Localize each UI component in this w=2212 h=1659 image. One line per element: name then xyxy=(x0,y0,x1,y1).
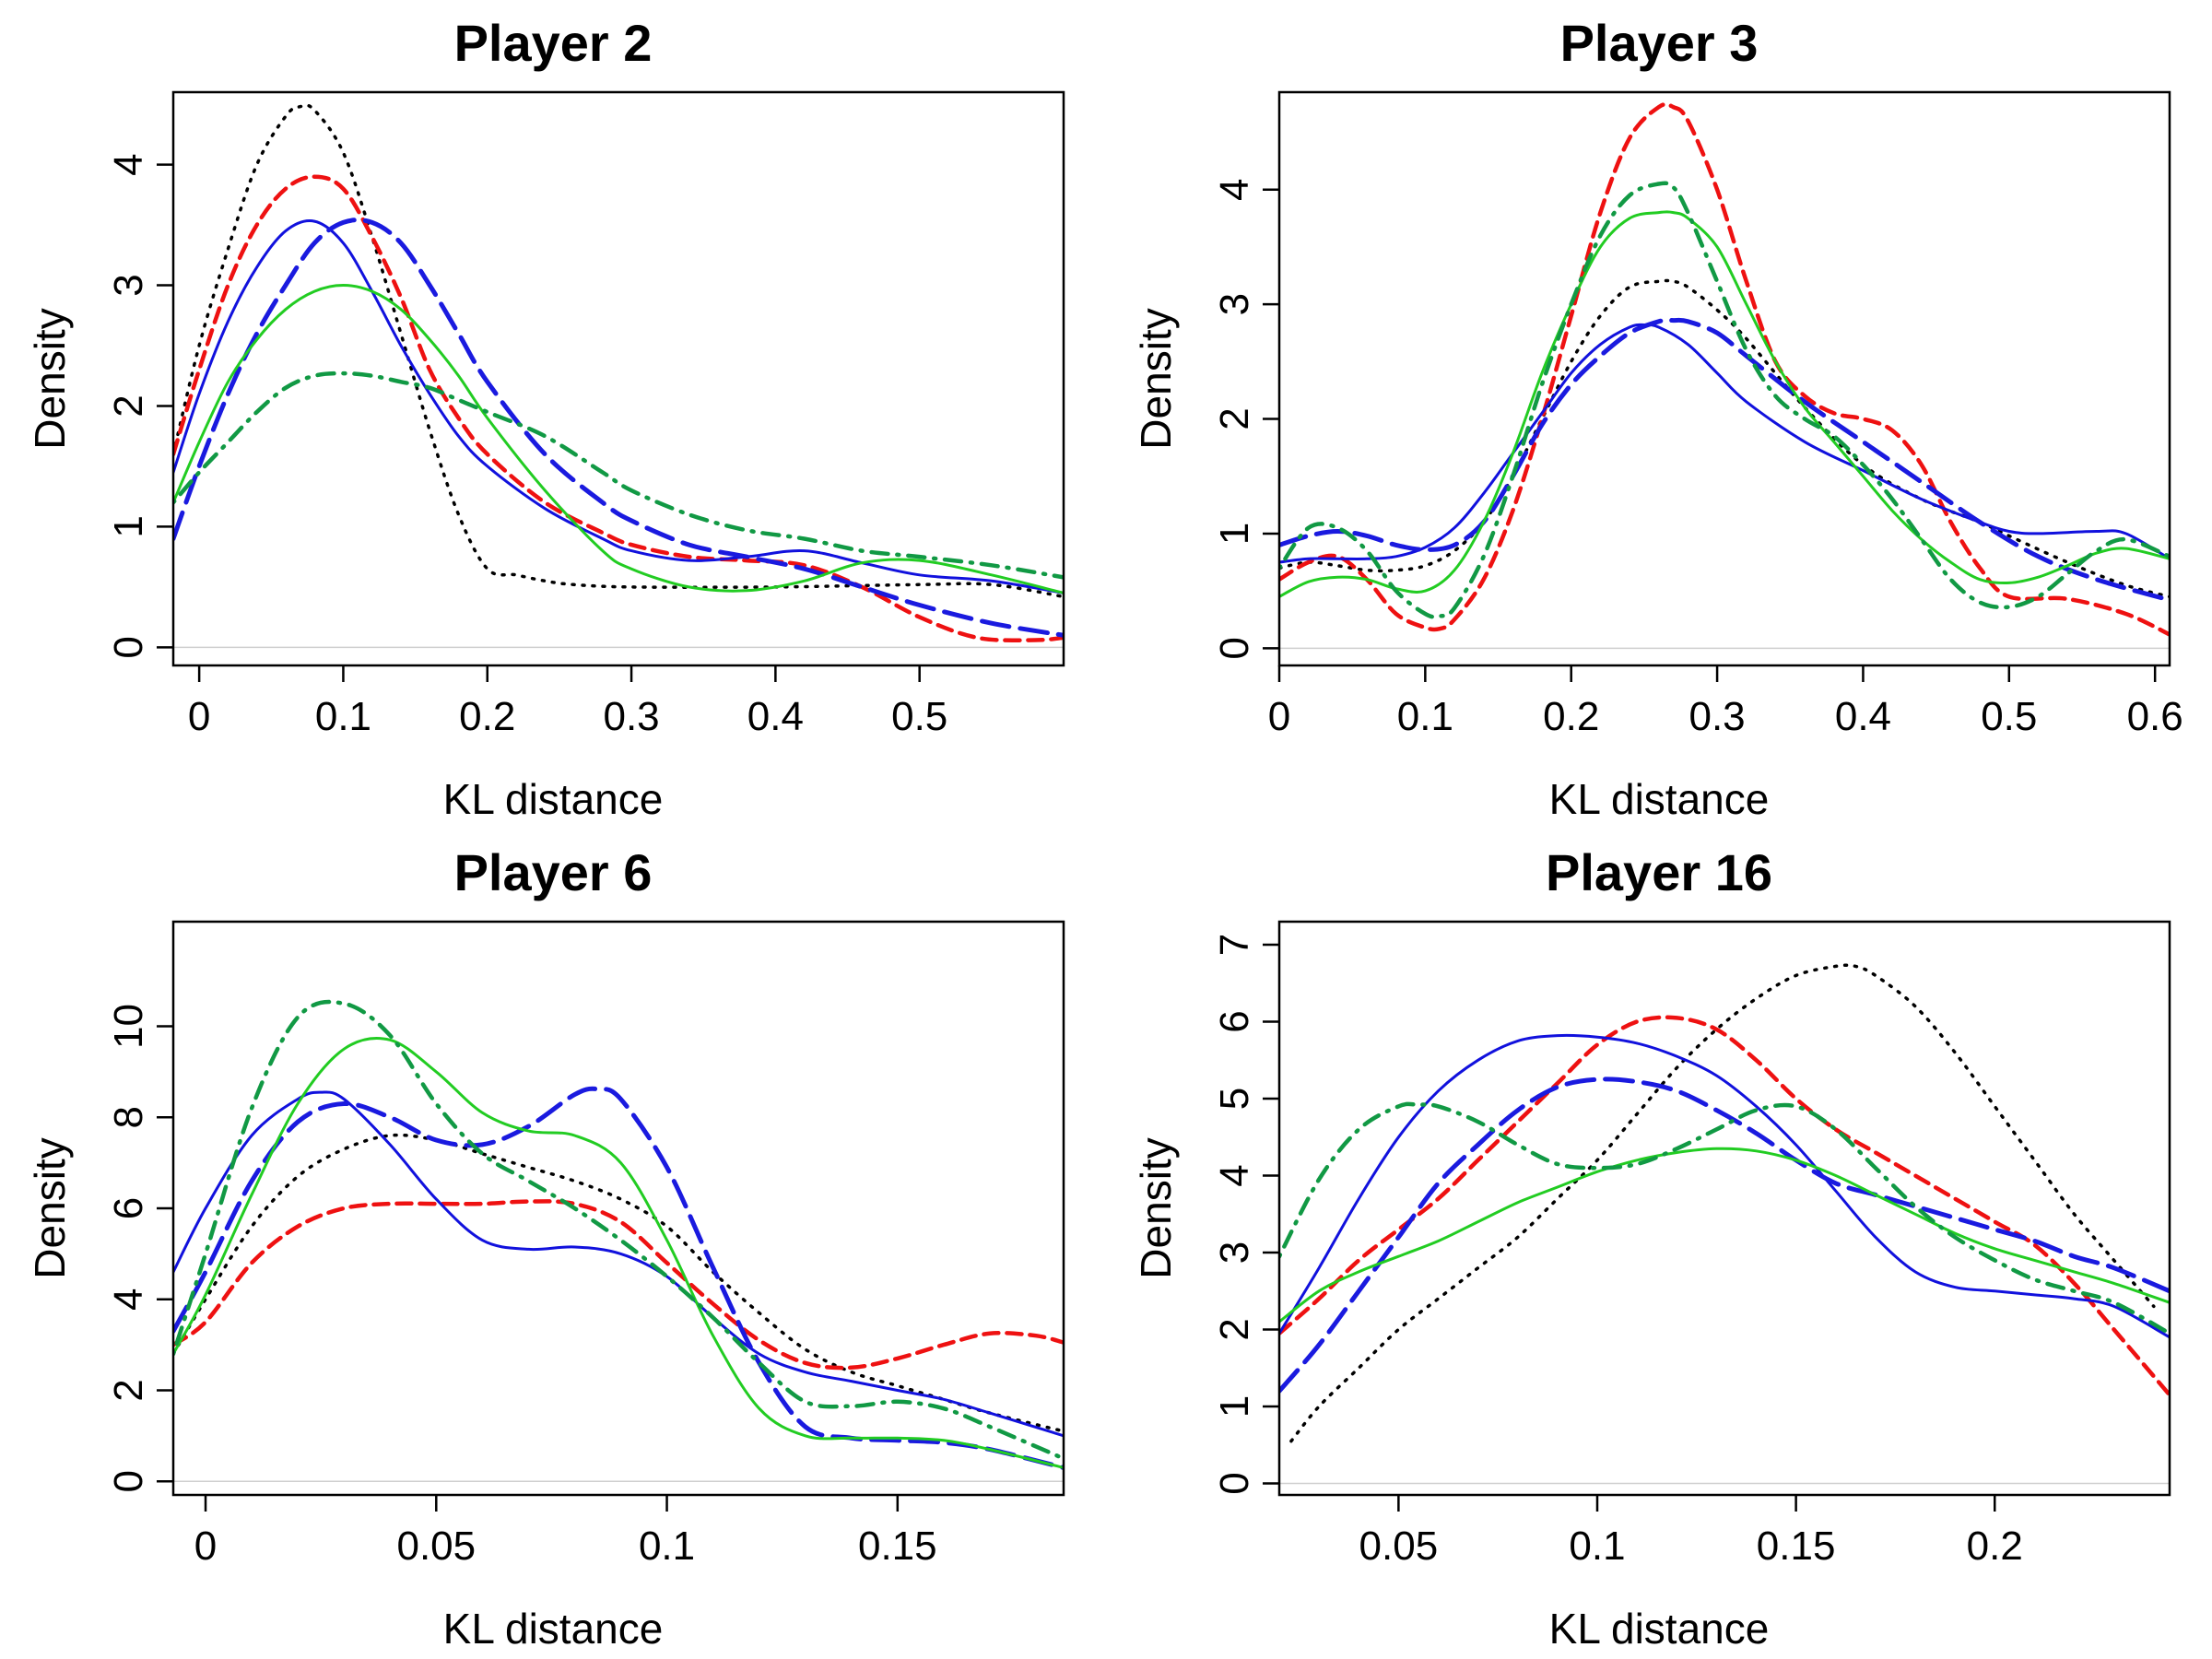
series-line-6 xyxy=(1279,181,2170,619)
y-tick-label: 3 xyxy=(1212,293,1257,315)
plot-player-2: 0 0.1 0.2 0.3 0.4 0.5 0 1 2 3 4 xyxy=(106,90,1065,739)
x-tick-label: 0.6 xyxy=(2127,694,2183,739)
y-tick-label: 4 xyxy=(106,1288,151,1310)
x-tick-label: 0.1 xyxy=(1397,694,1453,739)
x-tick-label: 0.3 xyxy=(603,694,659,739)
x-tick-label: 0.1 xyxy=(639,1524,695,1569)
plot-frame xyxy=(171,90,1065,667)
series-line-5 xyxy=(1279,210,2170,598)
y-axis-label: Density xyxy=(26,1137,74,1279)
x-tick-label: 0.2 xyxy=(1967,1524,2023,1569)
x-tick-label: 0.15 xyxy=(858,1524,937,1569)
y-tick-label: 2 xyxy=(106,394,151,417)
x-tick-label: 0 xyxy=(194,1524,217,1569)
y-tick-label: 6 xyxy=(106,1197,151,1219)
series-line-2 xyxy=(1279,1015,2170,1397)
plot-player-3: 0 0.1 0.2 0.3 0.4 0.5 0.6 0 1 2 3 4 xyxy=(1212,90,2183,739)
y-tick-label: 6 xyxy=(1212,1010,1257,1032)
y-tick-label: 1 xyxy=(1212,1395,1257,1418)
series-line-3 xyxy=(173,1090,1064,1438)
plot-frame xyxy=(1277,920,2171,1497)
series-line-1 xyxy=(1279,278,2170,599)
y-tick-label: 0 xyxy=(1212,1472,1257,1494)
x-axis-label: KL distance xyxy=(1548,775,1770,823)
y-tick-label: 5 xyxy=(1212,1088,1257,1110)
y-axis-label: Density xyxy=(26,308,74,450)
series-line-1 xyxy=(1289,963,2156,1443)
x-axis-label: KL distance xyxy=(442,775,664,823)
plot-player-6: 0 0.05 0.1 0.15 0 2 4 6 8 10 xyxy=(106,920,1065,1569)
x-tick-label: 0.4 xyxy=(747,694,804,739)
x-tick-label: 0.05 xyxy=(396,1524,476,1569)
x-tick-label: 0.2 xyxy=(459,694,515,739)
y-tick-label: 4 xyxy=(1212,178,1257,200)
series-line-6 xyxy=(173,999,1064,1461)
chart-title: Player 16 xyxy=(1546,843,1772,901)
plot-player-16: 0.05 0.1 0.15 0.2 0 1 2 3 4 5 6 7 xyxy=(1212,920,2171,1569)
plot-frame xyxy=(171,920,1065,1497)
x-tick-label: 0.15 xyxy=(1757,1524,1836,1569)
x-tick-label: 0.05 xyxy=(1359,1524,1439,1569)
series-line-4 xyxy=(1279,1077,2170,1394)
series-line-2 xyxy=(173,174,1064,643)
y-tick-label: 2 xyxy=(1212,407,1257,429)
y-tick-label: 0 xyxy=(106,636,151,658)
y-tick-label: 4 xyxy=(106,153,151,175)
y-tick-label: 4 xyxy=(1212,1164,1257,1186)
plot-frame xyxy=(1277,90,2171,667)
series-line-4 xyxy=(173,1086,1064,1470)
y-tick-label: 8 xyxy=(106,1106,151,1128)
series-line-5 xyxy=(173,284,1064,594)
panel-player-3: 0 0.1 0.2 0.3 0.4 0.5 0.6 0 1 2 3 4 Player 3 KL dis… xyxy=(1106,0,2212,830)
y-axis-label: Density xyxy=(1132,1137,1180,1279)
series-line-2 xyxy=(1279,101,2170,637)
x-axis-label: KL distance xyxy=(1548,1605,1770,1653)
y-tick-label: 0 xyxy=(1212,637,1257,659)
series-line-4 xyxy=(1279,317,2170,603)
y-tick-label: 1 xyxy=(1212,523,1257,545)
y-tick-label: 0 xyxy=(106,1470,151,1492)
series-line-2 xyxy=(173,1199,1064,1371)
chart-title: Player 6 xyxy=(453,843,653,901)
panel-player-2: 0 0.1 0.2 0.3 0.4 0.5 0 1 2 3 4 Player 2 KL distan… xyxy=(0,0,1106,830)
y-tick-label: 2 xyxy=(106,1379,151,1401)
x-tick-label: 0 xyxy=(1268,694,1290,739)
chart-title: Player 3 xyxy=(1559,14,1759,72)
y-tick-label: 3 xyxy=(1212,1241,1257,1264)
x-tick-label: 0.4 xyxy=(1835,694,1891,739)
series-line-4 xyxy=(173,218,1064,638)
series-line-5 xyxy=(173,1037,1064,1469)
series-line-3 xyxy=(173,219,1064,594)
series-line-3 xyxy=(1279,323,2170,564)
y-tick-label: 3 xyxy=(106,274,151,296)
panel-player-16: 0.05 0.1 0.15 0.2 0 1 2 3 4 5 6 7 Player 16 KL dist… xyxy=(1106,830,2212,1659)
series-line-3 xyxy=(1279,1033,2170,1339)
y-tick-label: 7 xyxy=(1212,934,1257,956)
x-tick-label: 0.5 xyxy=(891,694,947,739)
panel-player-6: 0 0.05 0.1 0.15 0 2 4 6 8 10 Player 6 KL distance… xyxy=(0,830,1106,1659)
y-tick-label: 1 xyxy=(106,515,151,537)
x-tick-label: 0.5 xyxy=(1981,694,2037,739)
x-tick-label: 0.1 xyxy=(1569,1524,1625,1569)
x-axis-label: KL distance xyxy=(442,1605,664,1653)
x-tick-label: 0.2 xyxy=(1543,694,1599,739)
y-axis-label: Density xyxy=(1132,308,1180,450)
x-tick-label: 0 xyxy=(188,694,210,739)
series-line-1 xyxy=(173,1133,1064,1433)
series-line-6 xyxy=(1279,1101,2170,1335)
y-tick-label: 10 xyxy=(106,1004,151,1049)
chart-title: Player 2 xyxy=(453,14,653,72)
series-line-6 xyxy=(173,371,1064,580)
series-line-5 xyxy=(1279,1147,2170,1324)
x-tick-label: 0.1 xyxy=(315,694,371,739)
x-tick-label: 0.3 xyxy=(1688,694,1745,739)
y-tick-label: 2 xyxy=(1212,1318,1257,1340)
